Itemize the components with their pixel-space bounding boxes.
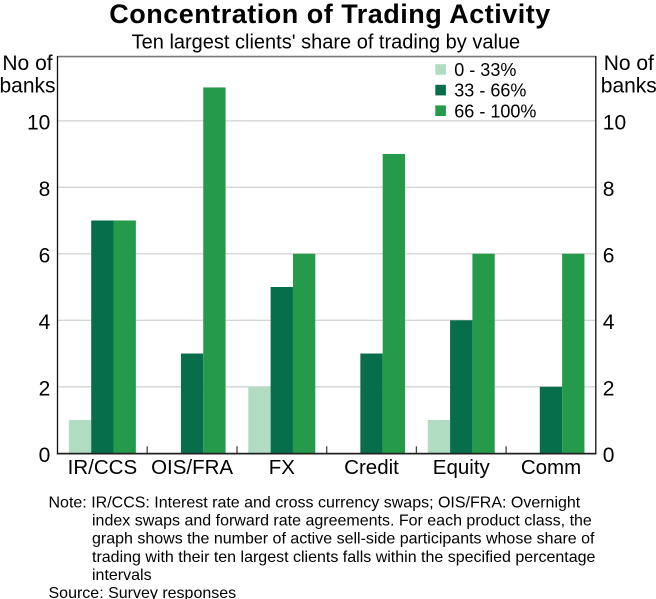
- svg-text:6: 6: [39, 244, 51, 267]
- svg-text:10: 10: [27, 111, 50, 134]
- svg-text:4: 4: [603, 311, 615, 334]
- svg-text:0: 0: [603, 444, 615, 467]
- svg-text:6: 6: [603, 244, 615, 267]
- svg-text:0 - 33%: 0 - 33%: [454, 60, 516, 80]
- svg-text:Source: Survey responses: Source: Survey responses: [49, 585, 237, 599]
- svg-text:banks: banks: [0, 75, 56, 98]
- svg-text:Credit: Credit: [344, 456, 399, 479]
- svg-text:intervals: intervals: [92, 567, 152, 584]
- svg-text:IR/CCS: IR/CCS: [68, 456, 137, 479]
- svg-text:No of: No of: [2, 52, 52, 75]
- svg-text:0: 0: [39, 444, 51, 467]
- svg-text:66 - 100%: 66 - 100%: [454, 101, 536, 121]
- svg-text:FX: FX: [269, 456, 296, 479]
- svg-text:graph shows the number of acti: graph shows the number of active sell-si…: [92, 531, 595, 548]
- svg-text:banks: banks: [601, 75, 656, 98]
- svg-text:index swaps and forward rate a: index swaps and forward rate agreements.…: [92, 513, 592, 530]
- svg-text:33 - 66%: 33 - 66%: [454, 81, 526, 101]
- svg-text:OIS/FRA: OIS/FRA: [151, 456, 233, 479]
- svg-text:8: 8: [39, 178, 51, 201]
- svg-text:trading with their ten largest: trading with their ten largest clients f…: [92, 549, 595, 566]
- svg-text:4: 4: [39, 311, 51, 334]
- svg-text:No of: No of: [604, 52, 654, 75]
- svg-text:Equity: Equity: [433, 456, 491, 479]
- svg-text:Concentration of Trading Activ: Concentration of Trading Activity: [109, 0, 551, 29]
- svg-text:2: 2: [39, 377, 51, 400]
- svg-text:8: 8: [603, 178, 615, 201]
- svg-text:2: 2: [603, 377, 615, 400]
- svg-text:Ten largest clients' share of: Ten largest clients' share of trading by…: [132, 32, 520, 54]
- svg-text:10: 10: [603, 111, 626, 134]
- svg-text:Comm: Comm: [521, 456, 581, 479]
- svg-text:Note: IR/CCS: Interest rate an: Note: IR/CCS: Interest rate and cross cu…: [49, 495, 581, 512]
